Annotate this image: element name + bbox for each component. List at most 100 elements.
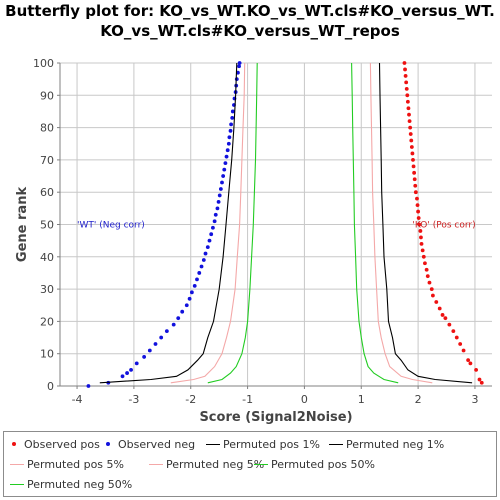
point-observed-pos: [466, 358, 471, 363]
series-line-permuted-neg-1: [99, 62, 238, 384]
point-observed-pos: [423, 261, 427, 266]
legend-label-permuted-neg-1: Permuted neg 1%: [346, 437, 445, 451]
y-tick-label: 60: [40, 186, 54, 199]
y-tick-label: 0: [47, 380, 54, 393]
point-observed-neg: [180, 309, 185, 314]
point-observed-pos: [408, 132, 413, 136]
point-observed-pos: [420, 248, 425, 253]
legend-label-permuted-pos-5: Permuted pos 5%: [27, 457, 124, 471]
y-tick-label: 90: [40, 89, 54, 102]
chart-legend: Observed pos Observed neg Permuted pos 1% P…: [3, 431, 497, 497]
point-observed-pos: [451, 329, 456, 333]
point-observed-pos: [409, 138, 414, 143]
point-observed-pos: [454, 335, 459, 340]
legend-label-permuted-pos-1: Permuted pos 1%: [223, 437, 320, 451]
point-observed-neg: [120, 374, 125, 379]
point-observed-pos: [410, 151, 415, 156]
y-tick-label: 80: [40, 122, 54, 135]
point-observed-pos: [430, 293, 435, 298]
point-observed-pos: [419, 241, 424, 246]
legend-label-observed-neg: Observed neg: [118, 437, 196, 451]
point-observed-neg: [199, 264, 204, 269]
point-observed-pos: [418, 229, 423, 233]
point-observed-pos: [427, 280, 432, 285]
series-line-permuted-pos-50: [351, 62, 399, 384]
point-observed-pos: [413, 183, 418, 188]
point-observed-pos: [447, 322, 452, 327]
series-line-permuted-pos-5: [369, 62, 433, 384]
legend-marker-permuted-pos-5: [10, 463, 24, 465]
point-observed-pos: [402, 61, 407, 65]
x-tick-label: 3: [471, 393, 478, 406]
point-observed-pos: [412, 177, 417, 182]
point-observed-neg: [237, 61, 242, 65]
point-observed-pos: [419, 235, 423, 240]
point-observed-neg: [229, 122, 233, 127]
point-observed-neg: [159, 335, 164, 340]
point-observed-neg: [86, 384, 91, 388]
legend-item-permuted-pos-1: Permuted pos 1%: [206, 436, 320, 452]
point-observed-neg: [184, 303, 189, 308]
legend-label-observed-pos: Observed pos: [24, 437, 100, 451]
point-observed-pos: [415, 196, 419, 201]
legend-item-permuted-pos-50: Permuted pos 50%: [254, 456, 375, 472]
point-observed-neg: [195, 277, 199, 282]
point-observed-neg: [142, 355, 147, 359]
series-line-permuted-neg-5: [170, 62, 246, 384]
point-observed-neg: [222, 167, 227, 172]
point-observed-pos: [421, 254, 426, 259]
x-axis-label: Score (Signal2Noise): [199, 410, 352, 425]
point-observed-pos: [404, 86, 409, 91]
x-tick-label: -2: [185, 393, 196, 406]
point-observed-neg: [217, 193, 222, 198]
point-observed-neg: [211, 225, 215, 230]
point-observed-pos: [406, 106, 411, 111]
legend-item-permuted-pos-5: Permuted pos 5%: [10, 456, 124, 472]
chart-title-line-1: Butterfly plot for: KO_vs_WT.KO_vs_WT.cl…: [5, 2, 495, 20]
point-observed-neg: [218, 187, 223, 191]
point-observed-pos: [411, 158, 415, 162]
point-observed-pos: [468, 361, 473, 366]
point-observed-neg: [164, 329, 169, 333]
point-observed-neg: [213, 212, 218, 217]
point-observed-pos: [429, 287, 434, 291]
point-observed-neg: [171, 322, 176, 327]
legend-marker-permuted-pos-50: [254, 463, 268, 465]
point-observed-neg: [237, 64, 241, 69]
point-observed-pos: [412, 170, 417, 175]
legend-marker-observed-pos: [12, 442, 16, 446]
point-observed-neg: [216, 199, 221, 204]
point-observed-neg: [205, 245, 210, 250]
annotation-wt-neg-corr: 'WT' (Neg corr): [77, 221, 145, 231]
legend-marker-permuted-neg-50: [10, 483, 24, 485]
point-observed-pos: [407, 119, 412, 124]
x-tick-label: -1: [242, 393, 253, 406]
y-tick-label: 40: [40, 251, 54, 264]
point-observed-pos: [425, 274, 430, 279]
point-observed-pos: [474, 367, 478, 372]
legend-item-permuted-neg-50: Permuted neg 50%: [10, 476, 132, 492]
point-observed-neg: [227, 135, 232, 140]
point-observed-pos: [405, 99, 410, 104]
point-observed-neg: [207, 238, 212, 243]
point-observed-pos: [479, 380, 484, 385]
legend-label-permuted-pos-50: Permuted pos 50%: [271, 457, 375, 471]
point-observed-pos: [416, 216, 421, 220]
annotation-ko-pos-corr: 'KO' (Pos corr): [412, 221, 475, 231]
legend-item-permuted-neg-5: Permuted neg 5%: [149, 456, 264, 472]
point-observed-pos: [408, 125, 413, 130]
point-observed-pos: [434, 300, 439, 304]
point-observed-pos: [409, 145, 414, 149]
point-observed-neg: [215, 206, 220, 211]
point-observed-pos: [415, 203, 420, 208]
point-observed-pos: [424, 267, 429, 272]
point-observed-pos: [443, 316, 448, 321]
y-tick-label: 20: [40, 315, 54, 328]
y-tick-label: 30: [40, 283, 54, 296]
point-observed-neg: [226, 141, 231, 146]
point-observed-neg: [192, 283, 197, 288]
point-observed-pos: [477, 377, 482, 382]
legend-item-observed-pos: Observed pos: [10, 436, 100, 452]
chart-title-line-2: KO_vs_WT.cls#KO_versus_WT_repos: [100, 22, 400, 40]
